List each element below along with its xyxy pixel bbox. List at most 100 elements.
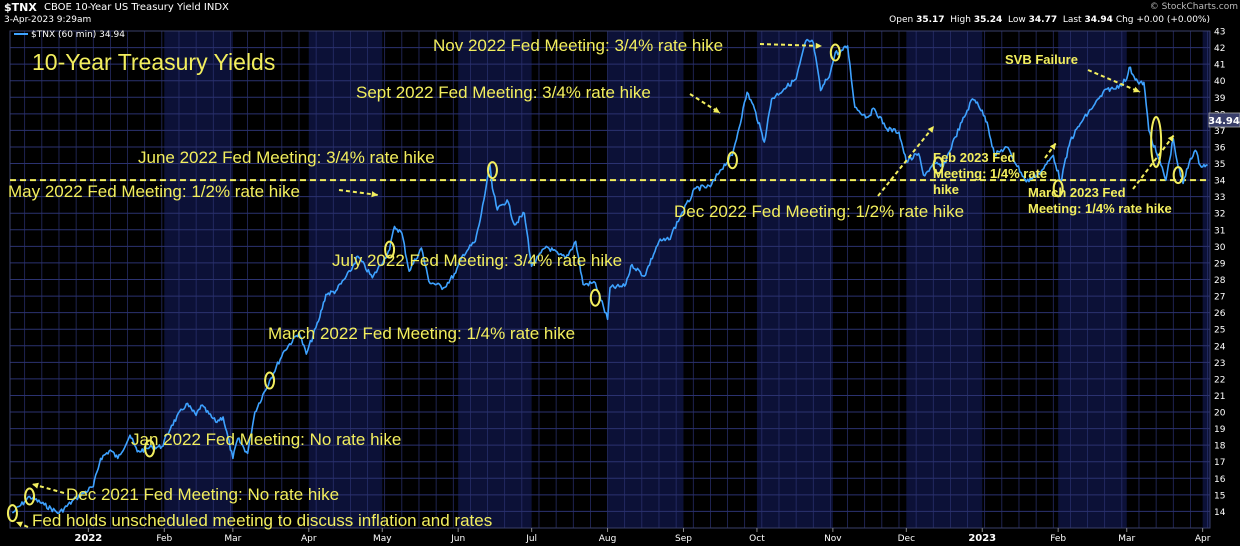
arrow-head [371,191,378,198]
quote-date: 3-Apr-2023 9:29am [4,15,92,25]
annotations: Fed holds unscheduled meeting to discuss… [8,36,1172,530]
annotation-text: Fed holds unscheduled meeting to discuss… [32,511,492,530]
y-tick-label: 15 [1214,491,1225,501]
y-tick-label: 37 [1214,127,1225,137]
x-tick-label: Feb [1050,534,1066,544]
annotation-arrow [31,483,65,494]
x-tick-label: 2023 [968,533,996,544]
legend: $TNX (60 min) 34.94 [14,30,125,40]
last-value-label: 34.94 [1208,116,1240,127]
y-tick-label: 18 [1214,442,1226,452]
x-tick-label: May [373,534,392,544]
y-tick-label: 21 [1214,392,1225,402]
meeting-marker [486,161,498,180]
arrow-head [1049,143,1056,150]
x-tick-label: Dec [898,534,915,544]
y-tick-label: 43 [1214,28,1225,38]
series-line-tnx [11,38,1208,514]
y-tick-label: 30 [1214,243,1226,253]
y-tick-label: 16 [1214,475,1226,485]
y-tick-label: 40 [1214,77,1226,87]
open-label: Open [889,15,914,25]
x-tick-label: Nov [824,534,842,544]
legend-label: $TNX (60 min) 34.94 [31,30,125,40]
annotation-text: March 2023 Fed [1028,185,1126,200]
annotation-text: Jan 2022 Fed Meeting: No rate hike [131,430,401,449]
x-tick-label: Sep [675,534,692,544]
arrow-head [32,482,39,489]
watermark: © StockCharts.com [1149,2,1238,12]
y-tick-label: 36 [1214,143,1226,153]
y-tick-label: 33 [1214,193,1225,203]
annotation-text: Nov 2022 Fed Meeting: 3/4% rate hike [433,36,723,55]
annotation-arrow [1087,69,1141,93]
y-tick-label: 29 [1214,259,1226,269]
meeting-marker [384,240,396,259]
y-tick-label: 23 [1214,359,1225,369]
low-value: 34.77 [1028,15,1058,25]
last-value: 34.94 [1084,15,1113,25]
chg-label: Chg [1115,15,1134,25]
annotation-text: Meeting: 1/4% rate hike [1028,201,1172,216]
meeting-marker [1052,179,1064,198]
arrow-head [815,42,822,49]
chart-title: 10-Year Treasury Yields [32,49,275,75]
annotation-arrow [1132,134,1175,190]
y-tick-label: 25 [1214,326,1225,336]
y-tick-label: 26 [1214,309,1226,319]
meeting-markers [6,43,1184,523]
meeting-marker [1150,115,1163,168]
y-tick-label: 24 [1214,342,1226,352]
arrow-head [16,521,23,528]
ticker-symbol: $TNX [4,1,37,14]
y-axis: 14 15 16 17 18 19 20 21 22 23 24 25 26 27 28 29 30 31 32 33… [1214,28,1226,518]
y-tick-label: 19 [1214,425,1226,435]
quote-bar: Open 35.17 High 35.24 Low 34.77 Last 34.… [889,15,1210,25]
meeting-marker [264,371,276,390]
meeting-marker [24,487,36,506]
x-tick-label: Feb [156,534,172,544]
annotation-arrow [759,43,823,47]
open-value: 35.17 [916,15,945,25]
x-tick-label: Jun [450,534,465,544]
x-tick-label: Jul [525,534,537,544]
annotation-text: Dec 2021 Fed Meeting: No rate hike [66,485,339,504]
x-tick-label: 2022 [74,533,102,544]
x-tick-label: Aug [599,534,617,544]
annotation-text: hike [933,182,959,197]
arrow-head [1133,86,1140,93]
x-tick-label: Apr [1195,534,1211,544]
last-value-box: 34.94 [1208,112,1240,128]
annotation-text: July 2022 Fed Meeting: 3/4% rate hike [332,251,622,270]
chart-header: $TNX CBOE 10-Year US Treasury Yield INDX… [0,0,1240,30]
meeting-marker [1172,166,1184,185]
annotation-arrow [877,125,935,197]
meeting-marker [726,151,738,170]
y-tick-label: 34 [1214,177,1226,187]
meeting-marker [589,288,601,307]
y-tick-label: 42 [1214,44,1225,54]
high-label: High [950,15,971,25]
meeting-marker [829,43,841,62]
y-tick-label: 20 [1214,409,1226,419]
annotation-text: Sept 2022 Fed Meeting: 3/4% rate hike [356,83,651,102]
y-tick-label: 14 [1214,508,1226,518]
annotation-arrows [15,42,1175,528]
x-tick-label: Mar [224,534,241,544]
y-tick-label: 27 [1214,293,1225,303]
low-label: Low [1008,15,1026,25]
annotation-text: SVB Failure [1005,52,1078,67]
x-tick-label: Mar [1118,534,1135,544]
annotation-text: June 2022 Fed Meeting: 3/4% rate hike [138,148,435,167]
arrow-head [927,126,934,133]
y-tick-label: 39 [1214,94,1226,104]
y-tick-label: 41 [1214,61,1225,71]
annotation-text: Meeting: 1/4% rate [933,166,1047,181]
meeting-marker [6,504,18,523]
meeting-marker [932,156,944,175]
y-tick-label: 28 [1214,276,1226,286]
x-tick-label: Oct [749,534,765,544]
y-tick-label: 31 [1214,226,1225,236]
meeting-marker [144,439,156,458]
